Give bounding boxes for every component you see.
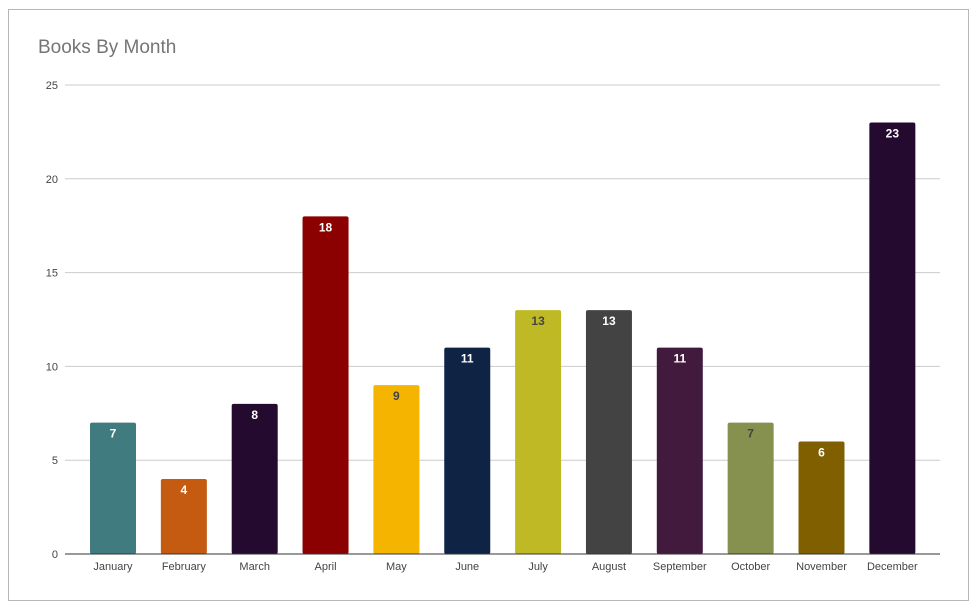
y-tick-label: 10 xyxy=(46,361,58,373)
y-tick-label: 0 xyxy=(52,549,58,561)
x-tick-label: August xyxy=(592,561,626,573)
y-tick-label: 15 xyxy=(46,268,58,280)
bar xyxy=(302,216,349,554)
bar xyxy=(90,422,136,554)
bar xyxy=(515,310,562,554)
bar xyxy=(231,403,278,554)
data-label: 7 xyxy=(110,427,117,441)
x-tick-label: July xyxy=(528,561,548,573)
bar xyxy=(373,385,420,554)
bar xyxy=(656,347,703,554)
x-tick-label: November xyxy=(796,561,847,573)
y-tick-label: 5 xyxy=(52,455,58,467)
data-label: 7 xyxy=(747,427,754,441)
bar xyxy=(444,347,491,554)
data-label: 13 xyxy=(531,314,545,328)
x-tick-label: June xyxy=(455,561,479,573)
data-label: 11 xyxy=(461,352,474,366)
x-tick-label: April xyxy=(315,561,337,573)
bar xyxy=(160,478,207,554)
y-tick-label: 20 xyxy=(46,174,58,186)
data-label: 11 xyxy=(673,352,686,366)
data-label: 23 xyxy=(886,127,900,141)
x-tick-label: February xyxy=(162,561,207,573)
bar xyxy=(585,310,632,554)
bar xyxy=(798,441,845,554)
x-tick-label: January xyxy=(93,561,133,573)
data-label: 8 xyxy=(251,408,258,422)
bar xyxy=(727,422,774,554)
data-label: 18 xyxy=(319,220,333,234)
data-label: 6 xyxy=(818,445,825,459)
x-tick-label: September xyxy=(653,561,707,573)
x-tick-label: October xyxy=(731,561,770,573)
chart-title: Books By Month xyxy=(38,37,177,58)
y-tick-label: 25 xyxy=(46,80,58,92)
x-tick-label: March xyxy=(239,561,270,573)
data-label: 13 xyxy=(602,314,616,328)
x-tick-label: May xyxy=(386,561,407,573)
bar xyxy=(869,122,916,555)
data-label: 4 xyxy=(181,483,188,497)
data-label: 9 xyxy=(393,389,400,403)
x-tick-label: December xyxy=(867,561,918,573)
